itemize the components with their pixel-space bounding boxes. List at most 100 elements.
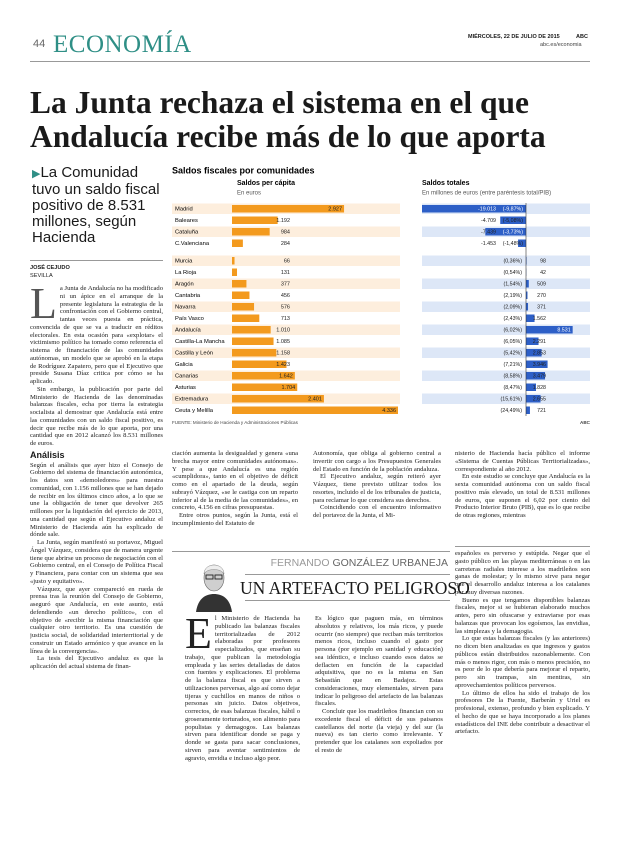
deck: ▶La Comunidad tuvo un saldo fiscal posit… (32, 165, 165, 246)
value-label: 1.423 (276, 362, 290, 368)
row-band (172, 278, 400, 289)
pct-label: (-5,08%) (503, 218, 524, 224)
deck-text: La Comunidad tuvo un saldo fiscal positi… (32, 164, 160, 246)
credit: ABC (580, 420, 591, 425)
value-label: 371 (537, 304, 546, 310)
pct-label: (5,42%) (503, 350, 522, 356)
row-band (172, 267, 400, 278)
value-label: 1.562 (533, 316, 546, 322)
bar (518, 239, 526, 247)
date: MIÉRCOLES, 22 DE JULIO DE 2015 (468, 34, 560, 40)
chart-title: Saldos per cápita (237, 180, 295, 187)
value-label: 3.946 (533, 362, 546, 368)
mid-column: nisterio de Hacienda hacía público el in… (455, 450, 590, 546)
paragraph: El Ejecutivo andaluz, según reiteró ayer… (313, 473, 441, 504)
bar (232, 280, 247, 288)
value-label: 98 (540, 258, 546, 264)
bar (526, 349, 542, 357)
row-band (422, 324, 590, 335)
bar (232, 406, 398, 414)
value-label: -19.013 (478, 206, 496, 212)
section-name: ECONOMÍA (53, 31, 192, 58)
row-band (172, 255, 400, 266)
row-band (422, 313, 590, 324)
row-band (172, 336, 400, 347)
value-label: 1.010 (276, 328, 290, 334)
value-label: 984 (281, 230, 290, 236)
header-rule (30, 61, 590, 62)
pct-label: (2,43%) (503, 316, 522, 322)
bar (232, 257, 235, 265)
author-last: GONZÁLEZ URBANEJA (332, 557, 448, 569)
fiscal-chart: Saldos fiscales por comunidades Saldos p… (172, 165, 591, 425)
paragraph: Es lógico que paguen más, en términos ab… (315, 615, 443, 708)
row-band (422, 238, 590, 249)
row-band (422, 370, 590, 381)
value-label: 2.291 (533, 339, 546, 345)
bar (232, 383, 298, 391)
row-band (172, 301, 400, 312)
category-label: Extremadura (175, 396, 209, 402)
opinion-rule (455, 546, 590, 547)
bar (526, 326, 573, 334)
value-label: 509 (537, 281, 546, 287)
paragraph: nisterio de Hacienda hacía público el in… (455, 450, 590, 473)
chart-title: Saldos totales (422, 180, 470, 187)
paragraph: Sin embargo, la publicación por parte de… (30, 385, 163, 447)
paragraph: a Junta de Andalucía no ha modificado ni… (30, 285, 163, 385)
category-label: Aragón (175, 281, 194, 287)
pct-label: (-9,87%) (503, 206, 524, 212)
value-label: 1.828 (533, 385, 546, 391)
byline-rule (30, 260, 163, 261)
pct-label: (-3,73%) (503, 229, 524, 235)
bar (526, 303, 529, 311)
value-label: 576 (281, 305, 290, 311)
pct-label: (8,58%) (503, 373, 522, 379)
row-band (172, 313, 400, 324)
bar (526, 280, 529, 288)
paragraph: Según el análisis que ayer hizo el Conse… (30, 461, 163, 539)
left-column: L a Junta de Andalucía no ha modificado … (30, 285, 163, 846)
pct-label: (0,54%) (503, 270, 522, 276)
title-rule (245, 600, 450, 601)
body: nisterio de Hacienda hacía público el in… (455, 450, 590, 520)
category-label: Baleares (175, 218, 198, 224)
category-label: C.Valenciana (175, 241, 210, 247)
value-label: 42 (540, 270, 546, 276)
paragraph: La Junta, según manifestó su portavoz, M… (30, 539, 163, 585)
bar (485, 228, 526, 236)
value-label: 1.158 (276, 351, 290, 357)
row-band (422, 267, 590, 278)
paragraph: Vázquez, que ayer compareció en rueda de… (30, 585, 163, 655)
row-band (172, 290, 400, 301)
bar (526, 291, 528, 299)
paragraph: Autonomía, que obliga al gobierno centra… (313, 450, 441, 473)
headline: La Junta rechaza el sistema en el que An… (30, 86, 595, 154)
bar (232, 337, 274, 345)
bar (232, 314, 260, 322)
pct-label: (2,09%) (503, 304, 522, 310)
value-label: 1.704 (281, 385, 295, 391)
pct-label: (2,19%) (503, 293, 522, 299)
page-number: 44 (33, 38, 46, 50)
category-label: Galicia (175, 362, 193, 368)
chart-subtitle: En euros (237, 191, 261, 197)
value-label: 66 (284, 259, 290, 265)
opinion-column: españoles es perverso y estúpida. Negar … (455, 550, 590, 846)
category-label: Murcia (175, 258, 193, 264)
value-label: 2.927 (328, 207, 342, 213)
pct-label: (-1,48%) (503, 241, 524, 247)
headline-line: Andalucía recibe más de lo que aporta (30, 119, 546, 154)
pct-label: (6,02%) (503, 327, 522, 333)
category-label: Cataluña (175, 229, 199, 235)
pct-label: (1,54%) (503, 281, 522, 287)
value-label: 270 (537, 293, 546, 299)
bar (232, 228, 270, 236)
headline-line: La Junta rechaza el sistema en el que (30, 85, 530, 120)
bar (422, 205, 526, 213)
title-rule (245, 574, 450, 575)
opinion-rule (172, 551, 450, 552)
row-band (172, 324, 400, 335)
graphic-title: Saldos fiscales por comunidades (172, 165, 315, 175)
